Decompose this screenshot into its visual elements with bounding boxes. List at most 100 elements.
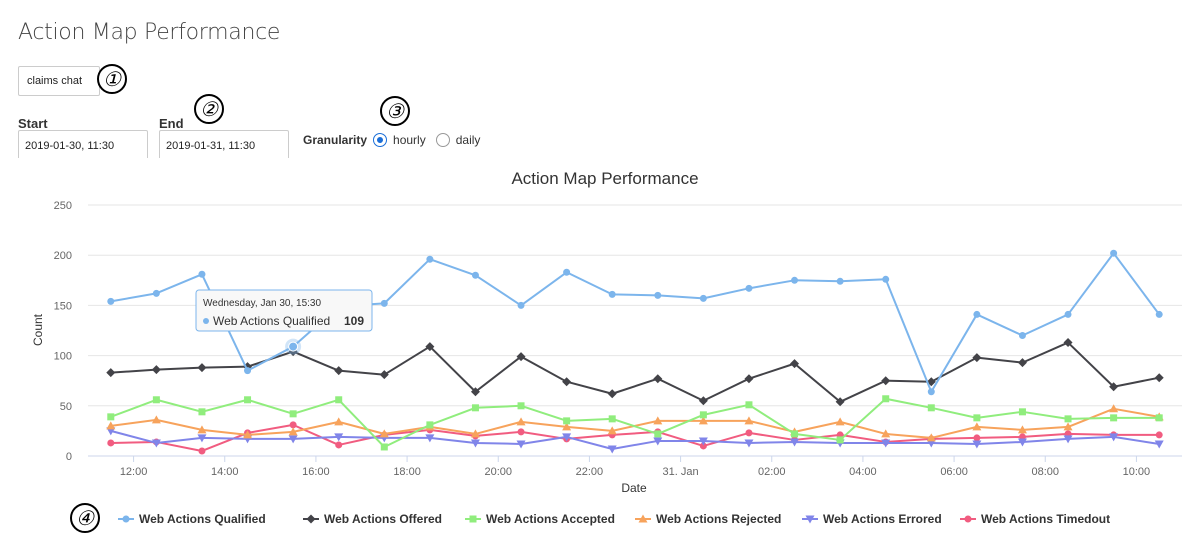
- data-point-web-actions-errored[interactable]: [881, 439, 891, 448]
- data-point-web-actions-errored[interactable]: [334, 433, 344, 442]
- legend-item-web-actions-errored[interactable]: Web Actions Errored: [802, 512, 942, 526]
- legend-label[interactable]: Web Actions Offered: [324, 512, 442, 526]
- data-point-web-actions-qualified[interactable]: [1064, 310, 1072, 318]
- data-point-web-actions-rejected[interactable]: [972, 422, 982, 431]
- data-point-web-actions-rejected[interactable]: [744, 416, 754, 425]
- data-point-web-actions-accepted[interactable]: [1064, 415, 1072, 423]
- legend-marker[interactable]: [469, 515, 477, 523]
- data-point-web-actions-accepted[interactable]: [654, 430, 662, 438]
- data-point-web-actions-accepted[interactable]: [563, 417, 571, 425]
- data-point-web-actions-accepted[interactable]: [244, 396, 252, 404]
- data-point-web-actions-errored[interactable]: [516, 440, 526, 449]
- data-point-web-actions-errored[interactable]: [1017, 438, 1027, 447]
- data-point-web-actions-qualified[interactable]: [198, 270, 206, 278]
- data-point-web-actions-rejected[interactable]: [379, 429, 389, 438]
- data-point-web-actions-offered[interactable]: [288, 347, 298, 357]
- data-point-web-actions-rejected[interactable]: [1109, 404, 1119, 413]
- data-point-web-actions-errored[interactable]: [425, 434, 435, 443]
- data-point-web-actions-errored[interactable]: [698, 437, 708, 446]
- end-date-input[interactable]: 2019-01-31, 11:30: [159, 130, 289, 160]
- data-point-web-actions-qualified[interactable]: [836, 277, 844, 285]
- hovered-point[interactable]: [288, 341, 299, 352]
- data-point-web-actions-qualified[interactable]: [1155, 310, 1163, 318]
- data-point-web-actions-rejected[interactable]: [334, 417, 344, 426]
- data-point-web-actions-qualified[interactable]: [608, 290, 616, 298]
- data-point-web-actions-offered[interactable]: [790, 359, 800, 369]
- data-point-web-actions-timedout[interactable]: [745, 429, 753, 437]
- data-point-web-actions-accepted[interactable]: [836, 436, 844, 444]
- data-point-web-actions-offered[interactable]: [972, 353, 982, 363]
- data-point-web-actions-qualified[interactable]: [471, 271, 479, 279]
- data-point-web-actions-qualified[interactable]: [107, 297, 115, 305]
- data-point-web-actions-accepted[interactable]: [335, 396, 343, 404]
- data-point-web-actions-timedout[interactable]: [335, 441, 343, 449]
- legend-item-web-actions-qualified[interactable]: Web Actions Qualified: [118, 512, 266, 526]
- data-point-web-actions-accepted[interactable]: [152, 396, 160, 404]
- data-point-web-actions-rejected[interactable]: [151, 415, 161, 424]
- data-point-web-actions-rejected[interactable]: [607, 426, 617, 435]
- data-point-web-actions-rejected[interactable]: [243, 430, 253, 439]
- data-point-web-actions-accepted[interactable]: [791, 430, 799, 438]
- data-point-web-actions-qualified[interactable]: [745, 284, 753, 292]
- data-point-web-actions-accepted[interactable]: [745, 401, 753, 409]
- data-point-web-actions-accepted[interactable]: [380, 443, 388, 451]
- data-point-web-actions-offered[interactable]: [151, 365, 161, 375]
- data-point-web-actions-errored[interactable]: [288, 435, 298, 444]
- data-point-web-actions-errored[interactable]: [470, 439, 480, 448]
- daily-radio-label[interactable]: daily: [455, 133, 481, 147]
- data-point-web-actions-rejected[interactable]: [516, 417, 526, 426]
- data-point-web-actions-offered[interactable]: [470, 387, 480, 397]
- data-point-web-actions-qualified[interactable]: [244, 367, 252, 375]
- data-point-web-actions-errored[interactable]: [607, 445, 617, 454]
- data-point-web-actions-accepted[interactable]: [927, 404, 935, 412]
- data-point-web-actions-timedout[interactable]: [973, 434, 981, 442]
- data-point-web-actions-rejected[interactable]: [1063, 422, 1073, 431]
- action-map-select[interactable]: claims chat: [18, 66, 100, 96]
- data-point-web-actions-accepted[interactable]: [517, 402, 525, 410]
- data-point-web-actions-errored[interactable]: [744, 439, 754, 448]
- data-point-web-actions-qualified[interactable]: [699, 294, 707, 302]
- legend-marker[interactable]: [122, 515, 130, 523]
- data-point-web-actions-accepted[interactable]: [471, 404, 479, 412]
- data-point-web-actions-timedout[interactable]: [699, 442, 707, 450]
- data-point-web-actions-errored[interactable]: [197, 434, 207, 443]
- legend-marker[interactable]: [306, 514, 316, 524]
- data-point-web-actions-qualified[interactable]: [1110, 249, 1118, 257]
- data-point-web-actions-rejected[interactable]: [926, 433, 936, 442]
- data-point-web-actions-accepted[interactable]: [882, 395, 890, 403]
- data-point-web-actions-timedout[interactable]: [198, 447, 206, 455]
- data-point-web-actions-errored[interactable]: [1109, 433, 1119, 442]
- data-point-web-actions-errored[interactable]: [790, 438, 800, 447]
- data-point-web-actions-rejected[interactable]: [197, 425, 207, 434]
- data-point-web-actions-qualified[interactable]: [654, 291, 662, 299]
- data-point-web-actions-offered[interactable]: [881, 376, 891, 386]
- data-point-web-actions-timedout[interactable]: [289, 421, 297, 429]
- data-point-web-actions-offered[interactable]: [379, 370, 389, 380]
- data-point-web-actions-accepted[interactable]: [289, 410, 297, 418]
- data-point-web-actions-errored[interactable]: [1063, 435, 1073, 444]
- data-point-web-actions-errored[interactable]: [926, 439, 936, 448]
- data-point-web-actions-offered[interactable]: [1109, 382, 1119, 392]
- data-point-web-actions-offered[interactable]: [1017, 358, 1027, 368]
- data-point-web-actions-offered[interactable]: [425, 342, 435, 352]
- legend-marker[interactable]: [964, 515, 972, 523]
- legend-label[interactable]: Web Actions Accepted: [486, 512, 615, 526]
- data-point-web-actions-accepted[interactable]: [198, 408, 206, 416]
- data-point-web-actions-rejected[interactable]: [288, 427, 298, 436]
- data-point-web-actions-accepted[interactable]: [973, 414, 981, 422]
- legend-item-web-actions-offered[interactable]: Web Actions Offered: [303, 512, 442, 526]
- hourly-radio[interactable]: [373, 133, 388, 147]
- data-point-web-actions-offered[interactable]: [562, 377, 572, 387]
- data-point-web-actions-qualified[interactable]: [517, 301, 525, 309]
- data-point-web-actions-qualified[interactable]: [563, 268, 571, 276]
- data-point-web-actions-errored[interactable]: [972, 440, 982, 449]
- data-point-web-actions-accepted[interactable]: [608, 415, 616, 423]
- data-point-web-actions-qualified[interactable]: [152, 289, 160, 297]
- data-point-web-actions-offered[interactable]: [607, 389, 617, 399]
- legend-marker[interactable]: [805, 515, 815, 524]
- data-point-web-actions-qualified[interactable]: [380, 299, 388, 307]
- legend-marker[interactable]: [638, 514, 648, 523]
- legend-label[interactable]: Web Actions Timedout: [981, 512, 1110, 526]
- legend-item-web-actions-accepted[interactable]: Web Actions Accepted: [465, 512, 615, 526]
- data-point-web-actions-accepted[interactable]: [1018, 408, 1026, 416]
